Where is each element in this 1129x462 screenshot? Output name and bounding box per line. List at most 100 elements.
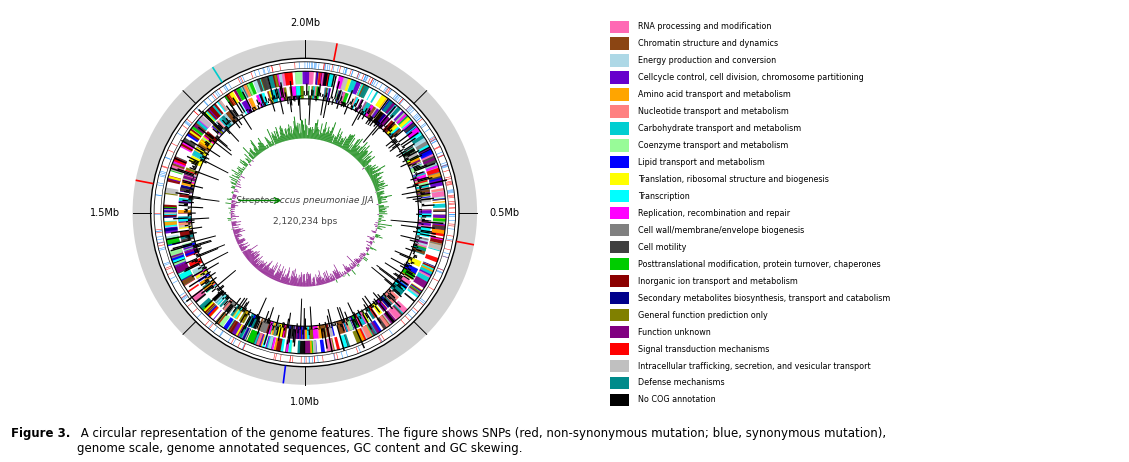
Wedge shape <box>257 264 262 270</box>
Wedge shape <box>170 164 184 172</box>
Wedge shape <box>403 148 415 157</box>
Wedge shape <box>375 184 384 188</box>
Wedge shape <box>371 124 383 136</box>
Wedge shape <box>257 105 260 109</box>
Wedge shape <box>336 94 339 100</box>
Wedge shape <box>379 211 387 212</box>
Wedge shape <box>365 165 369 169</box>
Wedge shape <box>280 274 283 282</box>
Wedge shape <box>209 139 212 142</box>
Wedge shape <box>231 205 238 206</box>
Wedge shape <box>341 323 344 332</box>
Wedge shape <box>418 220 431 225</box>
Wedge shape <box>343 134 352 150</box>
Wedge shape <box>405 271 415 278</box>
Wedge shape <box>370 241 373 243</box>
Wedge shape <box>353 261 358 265</box>
Wedge shape <box>164 212 176 218</box>
Wedge shape <box>195 122 207 132</box>
Wedge shape <box>369 108 379 121</box>
Wedge shape <box>376 299 387 312</box>
Wedge shape <box>269 322 274 334</box>
Wedge shape <box>393 289 402 298</box>
Wedge shape <box>408 127 421 140</box>
Wedge shape <box>240 302 247 311</box>
Wedge shape <box>351 263 355 267</box>
Wedge shape <box>314 277 316 286</box>
Wedge shape <box>378 224 379 225</box>
Wedge shape <box>385 125 388 128</box>
Wedge shape <box>189 197 219 202</box>
Wedge shape <box>365 165 371 170</box>
Wedge shape <box>322 122 327 140</box>
Wedge shape <box>335 91 340 103</box>
Wedge shape <box>335 280 338 283</box>
Wedge shape <box>323 88 327 101</box>
Wedge shape <box>254 152 257 156</box>
Wedge shape <box>278 271 283 282</box>
Wedge shape <box>331 327 332 328</box>
Text: Secondary metabolites biosynthesis, transport and catabolism: Secondary metabolites biosynthesis, tran… <box>638 294 890 303</box>
Wedge shape <box>294 329 296 346</box>
Wedge shape <box>401 132 419 146</box>
Wedge shape <box>204 142 209 146</box>
Wedge shape <box>218 125 222 130</box>
Wedge shape <box>275 127 281 143</box>
Wedge shape <box>231 202 234 203</box>
Wedge shape <box>323 128 326 141</box>
Wedge shape <box>370 322 377 334</box>
Wedge shape <box>362 122 380 143</box>
Wedge shape <box>406 156 421 166</box>
Wedge shape <box>406 195 421 199</box>
Wedge shape <box>231 204 235 205</box>
Wedge shape <box>281 72 289 86</box>
Wedge shape <box>388 293 390 294</box>
Wedge shape <box>423 261 436 267</box>
Wedge shape <box>225 301 237 314</box>
Wedge shape <box>228 93 236 105</box>
Wedge shape <box>370 309 382 324</box>
Wedge shape <box>229 300 231 303</box>
Wedge shape <box>366 248 369 250</box>
Wedge shape <box>420 193 430 195</box>
Wedge shape <box>290 340 292 353</box>
Wedge shape <box>364 252 366 255</box>
Wedge shape <box>281 277 283 283</box>
Wedge shape <box>233 196 236 198</box>
Wedge shape <box>283 322 285 328</box>
Wedge shape <box>375 299 387 312</box>
Bar <box>610 275 629 287</box>
Wedge shape <box>408 164 412 167</box>
Wedge shape <box>357 150 368 161</box>
Wedge shape <box>350 105 352 108</box>
Wedge shape <box>222 297 225 300</box>
Wedge shape <box>326 73 335 87</box>
Wedge shape <box>186 132 199 142</box>
Wedge shape <box>199 116 211 128</box>
Wedge shape <box>370 243 371 245</box>
Wedge shape <box>279 128 285 142</box>
Bar <box>610 207 629 219</box>
Wedge shape <box>376 188 384 191</box>
Wedge shape <box>369 169 380 176</box>
Wedge shape <box>203 280 216 291</box>
Wedge shape <box>257 143 264 151</box>
Wedge shape <box>368 165 385 176</box>
Wedge shape <box>384 298 391 305</box>
Wedge shape <box>178 270 192 280</box>
Wedge shape <box>359 259 361 261</box>
Wedge shape <box>200 272 204 275</box>
Wedge shape <box>408 285 422 297</box>
Text: Lipid transport and metabolism: Lipid transport and metabolism <box>638 158 764 167</box>
Wedge shape <box>341 101 342 103</box>
Wedge shape <box>375 187 378 189</box>
Wedge shape <box>344 135 353 150</box>
Wedge shape <box>413 249 415 251</box>
Wedge shape <box>352 330 362 344</box>
Wedge shape <box>164 207 176 213</box>
Wedge shape <box>410 177 417 181</box>
Wedge shape <box>194 147 208 157</box>
Wedge shape <box>216 135 220 138</box>
Wedge shape <box>225 95 234 107</box>
Wedge shape <box>377 195 380 196</box>
